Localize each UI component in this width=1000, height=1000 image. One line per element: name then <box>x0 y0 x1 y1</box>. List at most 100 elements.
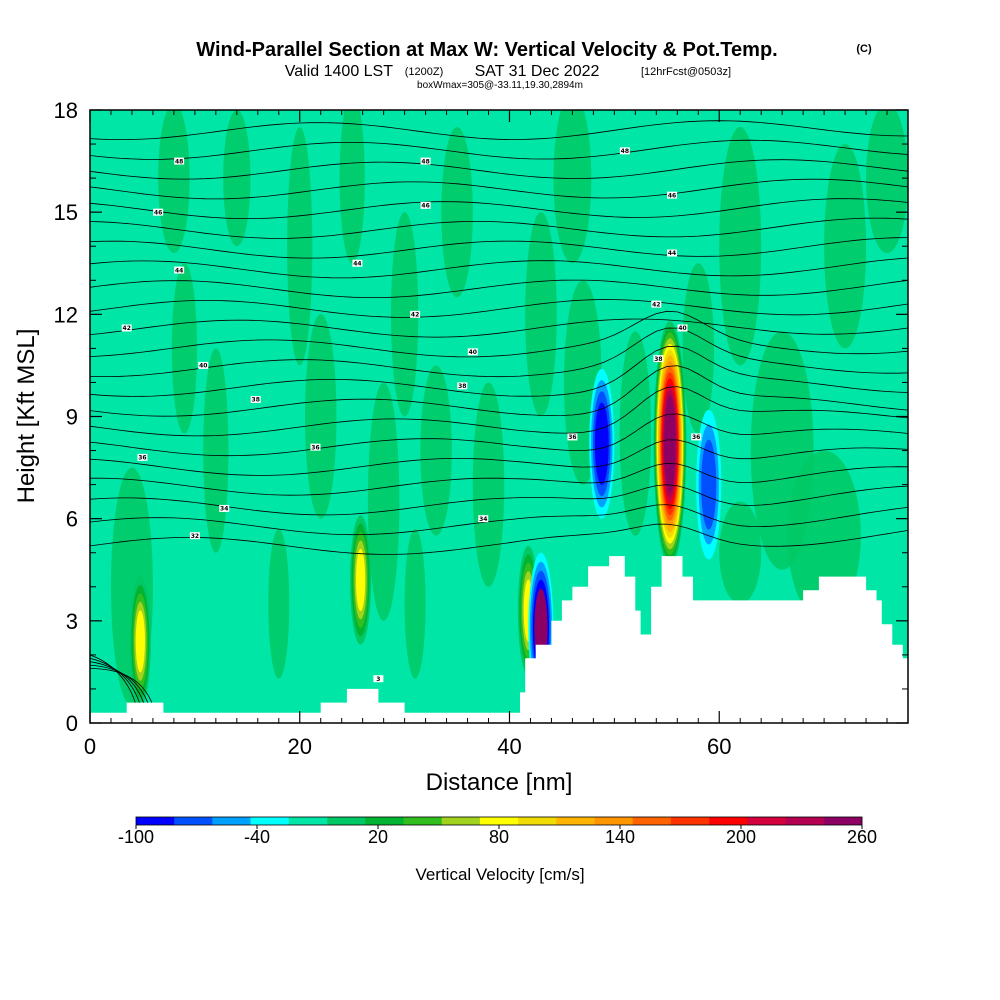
copyright-mark: (C) <box>856 43 872 55</box>
theta-label: 38 <box>458 383 466 390</box>
theta-label-bg <box>420 157 431 165</box>
weak-updraft-area <box>367 382 400 621</box>
valid-date: SAT 31 Dec 2022 <box>475 63 600 80</box>
theta-contour-line <box>90 299 908 318</box>
colorbar-swatch <box>174 817 213 825</box>
weak-updraft-area <box>420 365 452 536</box>
theta-contour-line <box>90 310 908 358</box>
weak-updraft-area <box>682 263 714 434</box>
x-tick-label: 20 <box>288 734 312 759</box>
theta-label-bg <box>619 147 630 155</box>
theta-contour-line <box>90 345 908 397</box>
weak-updraft-area <box>619 331 652 536</box>
theta-label: 44 <box>668 250 676 257</box>
weak-updraft-area <box>339 110 365 264</box>
theta-label-bg <box>174 157 185 165</box>
weak-updraft-area <box>268 528 290 679</box>
weak-updraft-area <box>171 263 197 434</box>
colorbar-tick-label: 200 <box>726 827 756 847</box>
theta-contour-line <box>90 462 908 496</box>
weak-updraft-area <box>441 127 473 298</box>
theta-label: 48 <box>421 158 429 165</box>
colorbar-tick-label: 20 <box>368 827 388 847</box>
weak-updraft-area <box>203 348 229 553</box>
theta-contour-line <box>90 365 908 417</box>
weak-updraft-area <box>719 127 762 366</box>
plot-area: 48 48 48 46 46 46 44 44 44 42 42 42 40 40 40 38 38 38 36 36… <box>90 110 908 723</box>
x-axis-label: Distance [nm] <box>426 769 573 796</box>
theta-contour-line <box>90 120 908 141</box>
theta-contour-line <box>90 327 908 378</box>
colorbar-swatch <box>250 817 290 825</box>
colorbar-swatch <box>288 817 328 825</box>
theta-label: 44 <box>353 260 361 267</box>
weak-updraft-area <box>287 127 313 366</box>
theta-label: 40 <box>199 363 207 370</box>
colorbar-swatch <box>365 817 404 825</box>
theta-label-bg <box>667 191 678 199</box>
theta-label-bg <box>219 504 230 512</box>
colorbar-tick-label: -100 <box>118 827 154 847</box>
y-tick-label: 9 <box>66 405 78 430</box>
colorbar-swatch <box>518 817 557 825</box>
weak-updraft-area <box>472 382 505 587</box>
weak-updraft-area <box>866 110 908 254</box>
theta-label-bg <box>189 532 200 540</box>
theta-contour-line <box>90 178 908 200</box>
weak-updraft-area <box>404 528 426 679</box>
colorbar-swatch <box>327 817 366 825</box>
colorbar-swatch <box>670 817 710 825</box>
updraft-core <box>355 548 366 612</box>
y-tick-label: 6 <box>66 507 78 532</box>
theta-contour-line <box>90 198 908 220</box>
theta-label: 34 <box>220 506 228 513</box>
theta-label-bg <box>198 361 209 369</box>
theta-label: 36 <box>568 434 576 441</box>
colorbar-tick-label: 260 <box>847 827 877 847</box>
colorbar-tick-label: -40 <box>244 827 270 847</box>
theta-contour-labels: 48 48 48 46 46 46 44 44 44 42 42 42 40 40 40 38 38 38 36 36… <box>121 147 702 683</box>
theta-label-bg <box>137 453 148 461</box>
y-tick-label: 18 <box>54 98 78 123</box>
weak-updraft-area <box>304 314 337 519</box>
theta-label: 40 <box>678 325 686 332</box>
weak-updraft-area <box>158 110 190 254</box>
theta-label: 32 <box>191 533 199 540</box>
theta-label-bg <box>373 675 384 683</box>
y-tick-label: 0 <box>66 711 78 736</box>
theta-label: 3 <box>376 676 380 683</box>
theta-label: 40 <box>469 349 477 356</box>
x-tick-label: 0 <box>84 734 96 759</box>
theta-label-bg <box>667 249 678 257</box>
updraft-core <box>135 610 145 673</box>
x-tick-label: 40 <box>497 734 521 759</box>
weak-updraft-area <box>223 110 251 247</box>
theta-label-bg <box>467 348 478 356</box>
colorbar-tick-label: 140 <box>605 827 635 847</box>
colorbar-swatch <box>823 817 863 825</box>
colorbar-swatch <box>785 817 825 825</box>
weak-updraft-area <box>553 110 592 264</box>
updraft-core <box>664 395 676 493</box>
theta-contour-line <box>90 139 908 160</box>
colorbar-swatch <box>632 817 672 825</box>
colorbar-swatch <box>747 817 786 825</box>
theta-contours <box>90 120 908 713</box>
theta-contour-line <box>90 257 908 279</box>
theta-label-bg <box>153 208 164 216</box>
chart-title: Wind-Parallel Section at Max W: Vertical… <box>196 39 777 61</box>
colorbar-swatch <box>441 817 481 825</box>
theta-contour-line <box>90 279 908 299</box>
theta-label-bg <box>691 433 702 441</box>
theta-label-bg <box>651 300 662 308</box>
theta-label-bg <box>420 201 431 209</box>
theta-contour-line <box>90 237 908 259</box>
weak-updraft-area <box>525 212 557 417</box>
downdraft-core <box>701 439 717 530</box>
theta-label: 36 <box>311 444 319 451</box>
colorbar-swatch <box>479 817 519 825</box>
valid-time-utc: (1200Z) <box>405 66 444 78</box>
theta-label-bg <box>478 515 489 523</box>
theta-label: 44 <box>175 267 183 274</box>
